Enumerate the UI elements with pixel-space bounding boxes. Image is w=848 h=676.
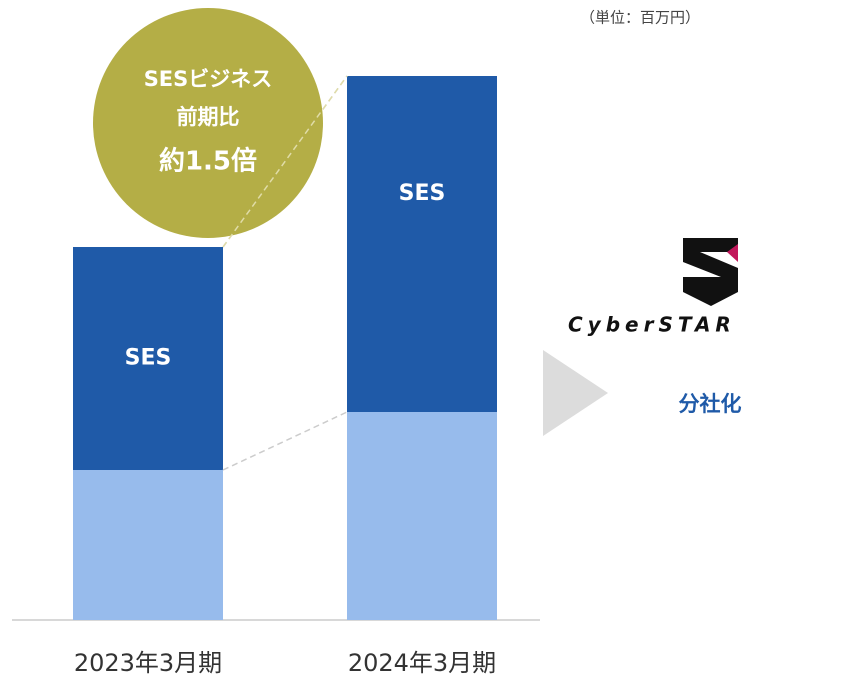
bar-segment	[347, 76, 497, 412]
callout-text: 約1.5倍	[159, 146, 257, 177]
callout	[93, 8, 323, 238]
x-tick-label: 2024年3月期	[348, 649, 496, 676]
callout-text: SESビジネス	[144, 67, 273, 91]
bar-segment	[73, 470, 223, 620]
side-label: 分社化	[679, 392, 742, 416]
callout-text: 前期比	[177, 105, 240, 129]
unit-note: （単位：百万円）	[580, 9, 700, 27]
segment-label: SES	[125, 346, 172, 371]
bar-segment	[73, 247, 223, 470]
arrow	[543, 350, 608, 436]
x-tick-label: 2023年3月期	[74, 649, 222, 676]
logo	[683, 238, 738, 306]
connector	[222, 411, 348, 471]
logo-text: CyberSTAR	[568, 313, 736, 337]
connector	[222, 75, 348, 248]
bar-segment	[347, 412, 497, 620]
segment-label: SES	[399, 181, 446, 206]
